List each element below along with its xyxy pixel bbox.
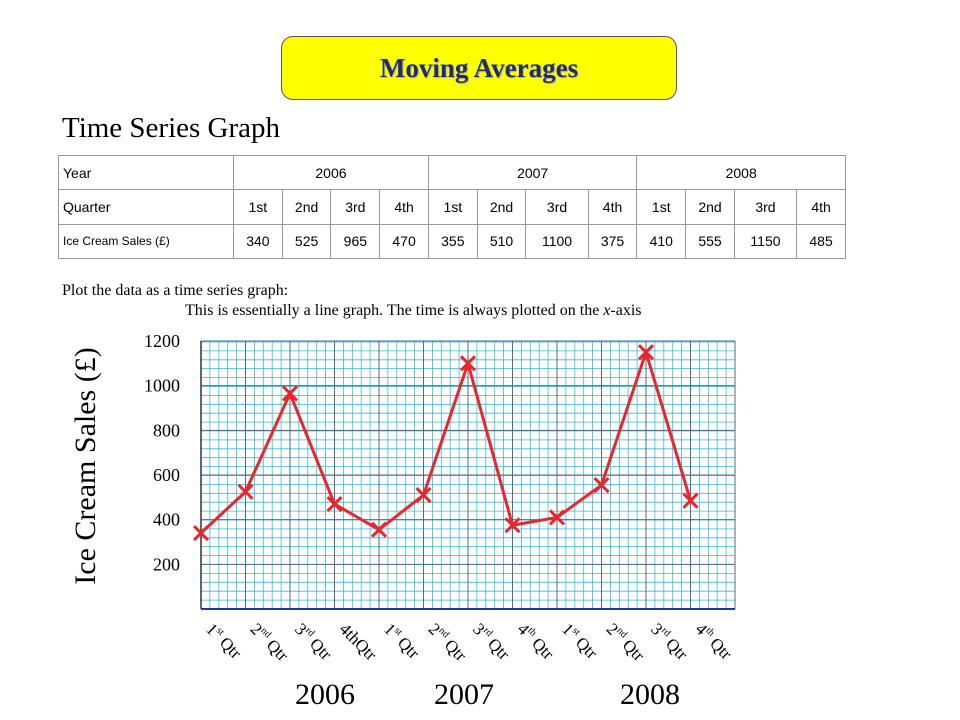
x-tick-label: 1st Qtr [380,619,423,662]
instruction-text: This is essentially a line graph. The ti… [185,302,604,319]
series-line [199,350,692,535]
data-point-marker [459,355,477,372]
sales-cell: 510 [476,223,527,260]
x-tick-label: 3rd Qtr [647,619,692,664]
marker-stroke [637,344,655,361]
year-label: 2006 [295,678,355,711]
table-row-sales: Ice Cream Sales (£) 340 525 965 470 355 510 11… [58,223,846,260]
sales-cell: 340 [233,223,283,260]
marker-stroke [593,476,610,494]
year-label: 2008 [620,678,680,711]
quarter-cell: 4th [796,189,846,225]
x-tick-label: 1st Qtr [202,619,245,662]
sales-cell: 375 [587,223,638,260]
marker-stroke [237,483,254,500]
sales-cell: 555 [685,223,735,260]
banner-title: Moving Averages [379,52,579,83]
quarter-cell: 4th [379,189,429,225]
data-point-marker [326,495,343,513]
sales-cell: 485 [796,223,846,260]
y-axis-label: Ice Cream Sales (£) [69,347,102,585]
data-point-marker [370,521,388,538]
x-tick-label: 4th Qtr [514,619,558,663]
x-tick-number: 4thQtr [336,619,381,664]
sales-cell: 410 [636,223,687,260]
x-tick-label: 2nd Qtr [425,619,471,665]
x-tick-label: 2nd Qtr [247,619,293,665]
quarter-cell: 3rd [525,189,589,225]
year-cell: 2006 [233,154,429,191]
instruction-line-1: Plot the data as a time series graph: [62,282,289,299]
y-tick-label: 200 [153,554,180,574]
y-tick-label: 600 [153,465,180,485]
sales-cell: 355 [427,223,478,260]
data-point-marker [548,509,566,526]
y-tick-label: 400 [153,510,180,530]
marker-stroke [370,521,388,538]
x-tick-label: 4th Qtr [692,619,736,663]
year-cell: 2008 [636,154,846,191]
marker-stroke [459,355,477,372]
instruction-line-2: This is essentially a line graph. The ti… [185,302,642,320]
sales-table: Year 2006 2007 2008 Quarter 1st 2nd 3rd 4th… [58,154,846,260]
y-tick-label: 1000 [144,376,180,396]
sales-cell: 1100 [525,223,589,260]
quarter-header: Quarter [58,189,234,225]
data-point-marker [593,476,610,494]
year-label: 2007 [434,678,494,711]
x-tick-label: 3rd Qtr [291,619,336,664]
sales-cell: 470 [379,223,429,260]
table-row-quarter: Quarter 1st 2nd 3rd 4th 1st 2nd 3rd 4th 1st 2nd 3r… [58,189,846,225]
sales-header: Ice Cream Sales (£) [58,223,234,260]
x-tick-label: 1st Qtr [558,619,601,662]
marker-stroke [326,495,343,513]
sales-cell: 965 [330,223,381,260]
marker-stroke [504,517,521,534]
x-tick-label: 3rd Qtr [469,619,514,664]
data-point-marker [281,385,299,402]
marker-stroke [281,385,299,402]
marker-stroke [192,525,210,542]
quarter-cell: 4th [587,189,638,225]
x-tick-label: 4thQtr [336,619,381,664]
section-title: Time Series Graph [62,112,281,144]
marker-stroke [548,509,566,526]
quarter-cell: 3rd [330,189,381,225]
y-tick-label: 800 [153,420,180,440]
data-point-marker [192,525,210,542]
instruction-axis-var: x [603,302,611,319]
title-banner: Moving Averages [281,36,677,100]
data-point-marker [504,517,521,534]
data-point-marker [237,483,254,500]
y-tick-label: 1200 [144,331,180,351]
data-point-marker [415,487,432,504]
instruction-text-suffix: -axis [610,302,642,319]
quarter-cell: 3rd [733,189,798,225]
x-tick-label: 2nd Qtr [603,619,649,665]
sales-cell: 1150 [733,223,798,260]
data-point-marker [682,492,699,509]
sales-cell: 525 [281,223,332,260]
marker-stroke [415,487,432,504]
marker-stroke [682,492,699,509]
data-point-marker [637,344,655,361]
